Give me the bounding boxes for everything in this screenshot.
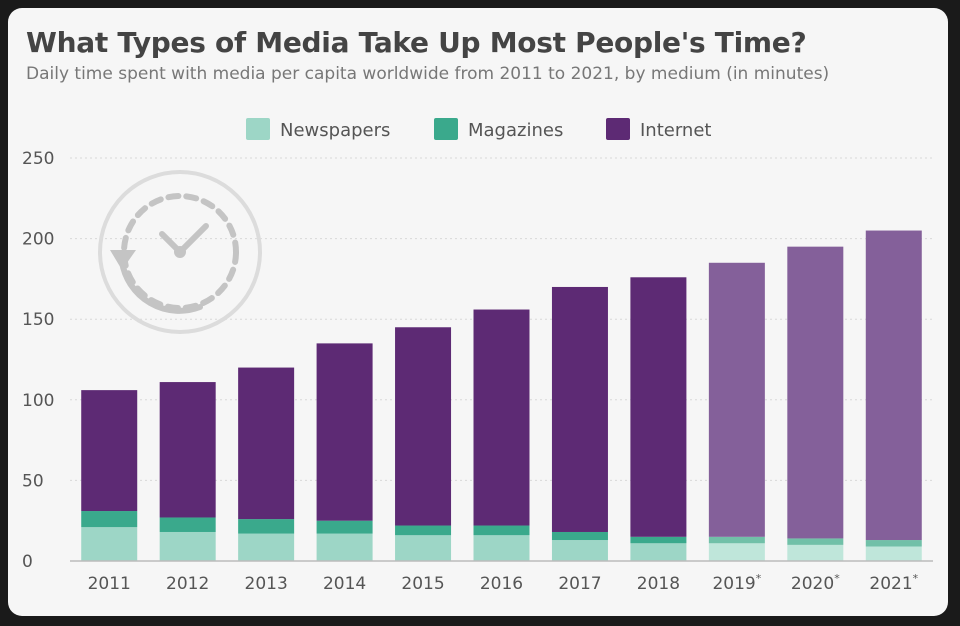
bar-internet bbox=[787, 246, 844, 539]
bar-magazines bbox=[473, 525, 530, 536]
bar-internet bbox=[81, 390, 138, 512]
bar-magazines bbox=[865, 540, 922, 547]
bar-internet bbox=[473, 309, 530, 526]
bar-internet bbox=[238, 367, 295, 520]
bar-newspapers bbox=[787, 544, 844, 561]
y-tick-label: 100 bbox=[22, 391, 54, 411]
legend-swatch bbox=[434, 118, 458, 140]
x-tick-label: 2013 bbox=[245, 574, 288, 594]
x-tick-label: 2011 bbox=[88, 574, 131, 594]
bar-newspapers bbox=[159, 531, 216, 561]
chart-subtitle: Daily time spent with media per capita w… bbox=[26, 64, 830, 84]
legend-swatch bbox=[606, 118, 630, 140]
x-tick-label: 2018 bbox=[637, 574, 680, 594]
bar-newspapers bbox=[316, 533, 373, 561]
x-tick-label: 2014 bbox=[323, 574, 366, 594]
legend-label: Magazines bbox=[468, 120, 563, 141]
bar-magazines bbox=[159, 517, 216, 532]
bar-newspapers bbox=[238, 533, 295, 561]
chart-title: What Types of Media Take Up Most People'… bbox=[26, 26, 807, 59]
bar-internet bbox=[316, 343, 373, 521]
bar-internet bbox=[630, 277, 687, 537]
legend-item-newspapers: Newspapers bbox=[246, 118, 390, 141]
y-tick-label: 250 bbox=[22, 149, 54, 169]
y-tick-label: 200 bbox=[22, 230, 54, 250]
bar-magazines bbox=[316, 520, 373, 534]
legend-label: Newspapers bbox=[280, 120, 390, 141]
y-axis-ticks: 0 50 100 150 200 250 bbox=[22, 149, 54, 572]
bar-magazines bbox=[395, 525, 452, 536]
bar-newspapers bbox=[865, 546, 922, 561]
x-tick-label: 2020* bbox=[791, 572, 840, 594]
stacked-bar-chart: 0 50 100 150 200 250 2011 2012 2013 2014 2015 2016… bbox=[22, 118, 933, 594]
bar-newspapers bbox=[630, 543, 687, 561]
bar-magazines bbox=[551, 531, 608, 541]
x-tick-label: 2021* bbox=[869, 572, 918, 594]
bar-internet bbox=[395, 327, 452, 526]
bar-magazines bbox=[630, 536, 687, 544]
x-axis-ticks: 2011 2012 2013 2014 2015 2016 2017 2018 2019* 202… bbox=[88, 572, 919, 594]
x-tick-label: 2015 bbox=[401, 574, 444, 594]
bar-magazines bbox=[787, 538, 844, 545]
legend-swatch bbox=[246, 118, 270, 140]
legend-item-magazines: Magazines bbox=[434, 118, 563, 141]
y-tick-label: 0 bbox=[22, 552, 33, 572]
legend: Newspapers Magazines Internet bbox=[246, 118, 711, 141]
bar-magazines bbox=[81, 511, 138, 528]
bar-internet bbox=[708, 262, 765, 537]
x-tick-label: 2019* bbox=[712, 572, 761, 594]
bar-internet bbox=[551, 286, 608, 532]
x-tick-label: 2012 bbox=[166, 574, 209, 594]
bar-newspapers bbox=[708, 543, 765, 561]
y-tick-label: 150 bbox=[22, 310, 54, 330]
bar-newspapers bbox=[551, 540, 608, 561]
bar-newspapers bbox=[473, 535, 530, 561]
chart-card: What Types of Media Take Up Most People'… bbox=[8, 8, 948, 616]
x-tick-label: 2016 bbox=[480, 574, 523, 594]
bar-internet bbox=[159, 382, 216, 518]
bar-newspapers bbox=[81, 527, 138, 561]
legend-item-internet: Internet bbox=[606, 118, 711, 141]
y-tick-label: 50 bbox=[22, 471, 44, 491]
clock-history-icon bbox=[98, 170, 262, 334]
bar-internet bbox=[865, 230, 922, 541]
bar-newspapers bbox=[395, 535, 452, 561]
bar-magazines bbox=[708, 536, 765, 544]
bars bbox=[81, 230, 922, 561]
legend-label: Internet bbox=[640, 120, 711, 141]
x-tick-label: 2017 bbox=[558, 574, 601, 594]
bar-magazines bbox=[238, 519, 295, 534]
